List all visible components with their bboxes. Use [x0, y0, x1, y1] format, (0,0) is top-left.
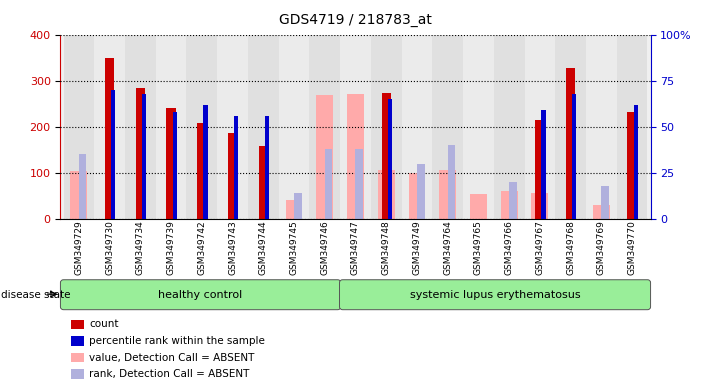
Text: rank, Detection Call = ABSENT: rank, Detection Call = ABSENT: [89, 369, 250, 379]
Bar: [340, 35, 371, 219]
Bar: [586, 35, 616, 219]
Bar: [286, 200, 302, 219]
Text: GSM349768: GSM349768: [566, 220, 575, 275]
Text: GSM349766: GSM349766: [505, 220, 513, 275]
Bar: [142, 94, 146, 219]
Bar: [542, 110, 546, 219]
Bar: [470, 194, 487, 219]
Bar: [356, 149, 363, 219]
Bar: [294, 193, 301, 219]
Bar: [111, 90, 115, 219]
Text: GSM349764: GSM349764: [443, 220, 452, 275]
Text: GSM349746: GSM349746: [320, 220, 329, 275]
Bar: [156, 35, 186, 219]
Text: GSM349770: GSM349770: [628, 220, 636, 275]
Bar: [382, 93, 391, 219]
Bar: [325, 149, 332, 219]
Bar: [501, 191, 518, 219]
Bar: [402, 35, 432, 219]
Text: GSM349749: GSM349749: [412, 220, 422, 275]
Bar: [463, 35, 494, 219]
Bar: [265, 116, 269, 219]
Bar: [234, 116, 238, 219]
Text: GSM349729: GSM349729: [75, 220, 83, 275]
Text: GSM349745: GSM349745: [289, 220, 299, 275]
Text: value, Detection Call = ABSENT: value, Detection Call = ABSENT: [89, 353, 255, 362]
Text: GSM349743: GSM349743: [228, 220, 237, 275]
Bar: [531, 193, 548, 219]
Text: percentile rank within the sample: percentile rank within the sample: [89, 336, 264, 346]
Text: GSM349769: GSM349769: [597, 220, 606, 275]
Bar: [203, 104, 208, 219]
Text: systemic lupus erythematosus: systemic lupus erythematosus: [410, 290, 580, 300]
Bar: [628, 112, 637, 219]
Bar: [279, 35, 309, 219]
Text: GSM349739: GSM349739: [166, 220, 176, 275]
Bar: [417, 164, 424, 219]
Bar: [634, 104, 638, 219]
Bar: [228, 133, 237, 219]
Bar: [186, 35, 217, 219]
Bar: [217, 35, 248, 219]
Text: GSM349744: GSM349744: [259, 220, 268, 275]
Text: healthy control: healthy control: [159, 290, 242, 300]
Text: GSM349765: GSM349765: [474, 220, 483, 275]
Bar: [63, 35, 95, 219]
Text: GSM349742: GSM349742: [198, 220, 206, 275]
Bar: [95, 35, 125, 219]
Text: GSM349730: GSM349730: [105, 220, 114, 275]
Bar: [70, 171, 87, 219]
Bar: [602, 186, 609, 219]
Bar: [197, 124, 206, 219]
Bar: [572, 94, 577, 219]
Bar: [616, 35, 648, 219]
Bar: [173, 112, 177, 219]
Bar: [566, 68, 575, 219]
Bar: [371, 35, 402, 219]
FancyBboxPatch shape: [60, 280, 341, 310]
Text: GSM349748: GSM349748: [382, 220, 391, 275]
Bar: [525, 35, 555, 219]
Bar: [432, 35, 463, 219]
Text: GSM349767: GSM349767: [535, 220, 545, 275]
Bar: [387, 99, 392, 219]
Bar: [447, 145, 455, 219]
Bar: [166, 108, 176, 219]
Bar: [309, 35, 340, 219]
Bar: [259, 146, 268, 219]
Bar: [136, 88, 145, 219]
Bar: [316, 95, 333, 219]
Text: count: count: [89, 319, 118, 329]
Bar: [125, 35, 156, 219]
Bar: [494, 35, 525, 219]
Text: GSM349734: GSM349734: [136, 220, 145, 275]
FancyBboxPatch shape: [340, 280, 651, 310]
Bar: [409, 173, 425, 219]
Text: disease state: disease state: [1, 290, 71, 300]
Bar: [79, 154, 87, 219]
Bar: [555, 35, 586, 219]
Bar: [248, 35, 279, 219]
Bar: [105, 58, 114, 219]
Bar: [347, 94, 364, 219]
Text: GSM349747: GSM349747: [351, 220, 360, 275]
Bar: [535, 120, 545, 219]
Bar: [593, 205, 610, 219]
Bar: [509, 182, 517, 219]
Text: GDS4719 / 218783_at: GDS4719 / 218783_at: [279, 13, 432, 27]
Bar: [439, 170, 456, 219]
Bar: [378, 170, 395, 219]
